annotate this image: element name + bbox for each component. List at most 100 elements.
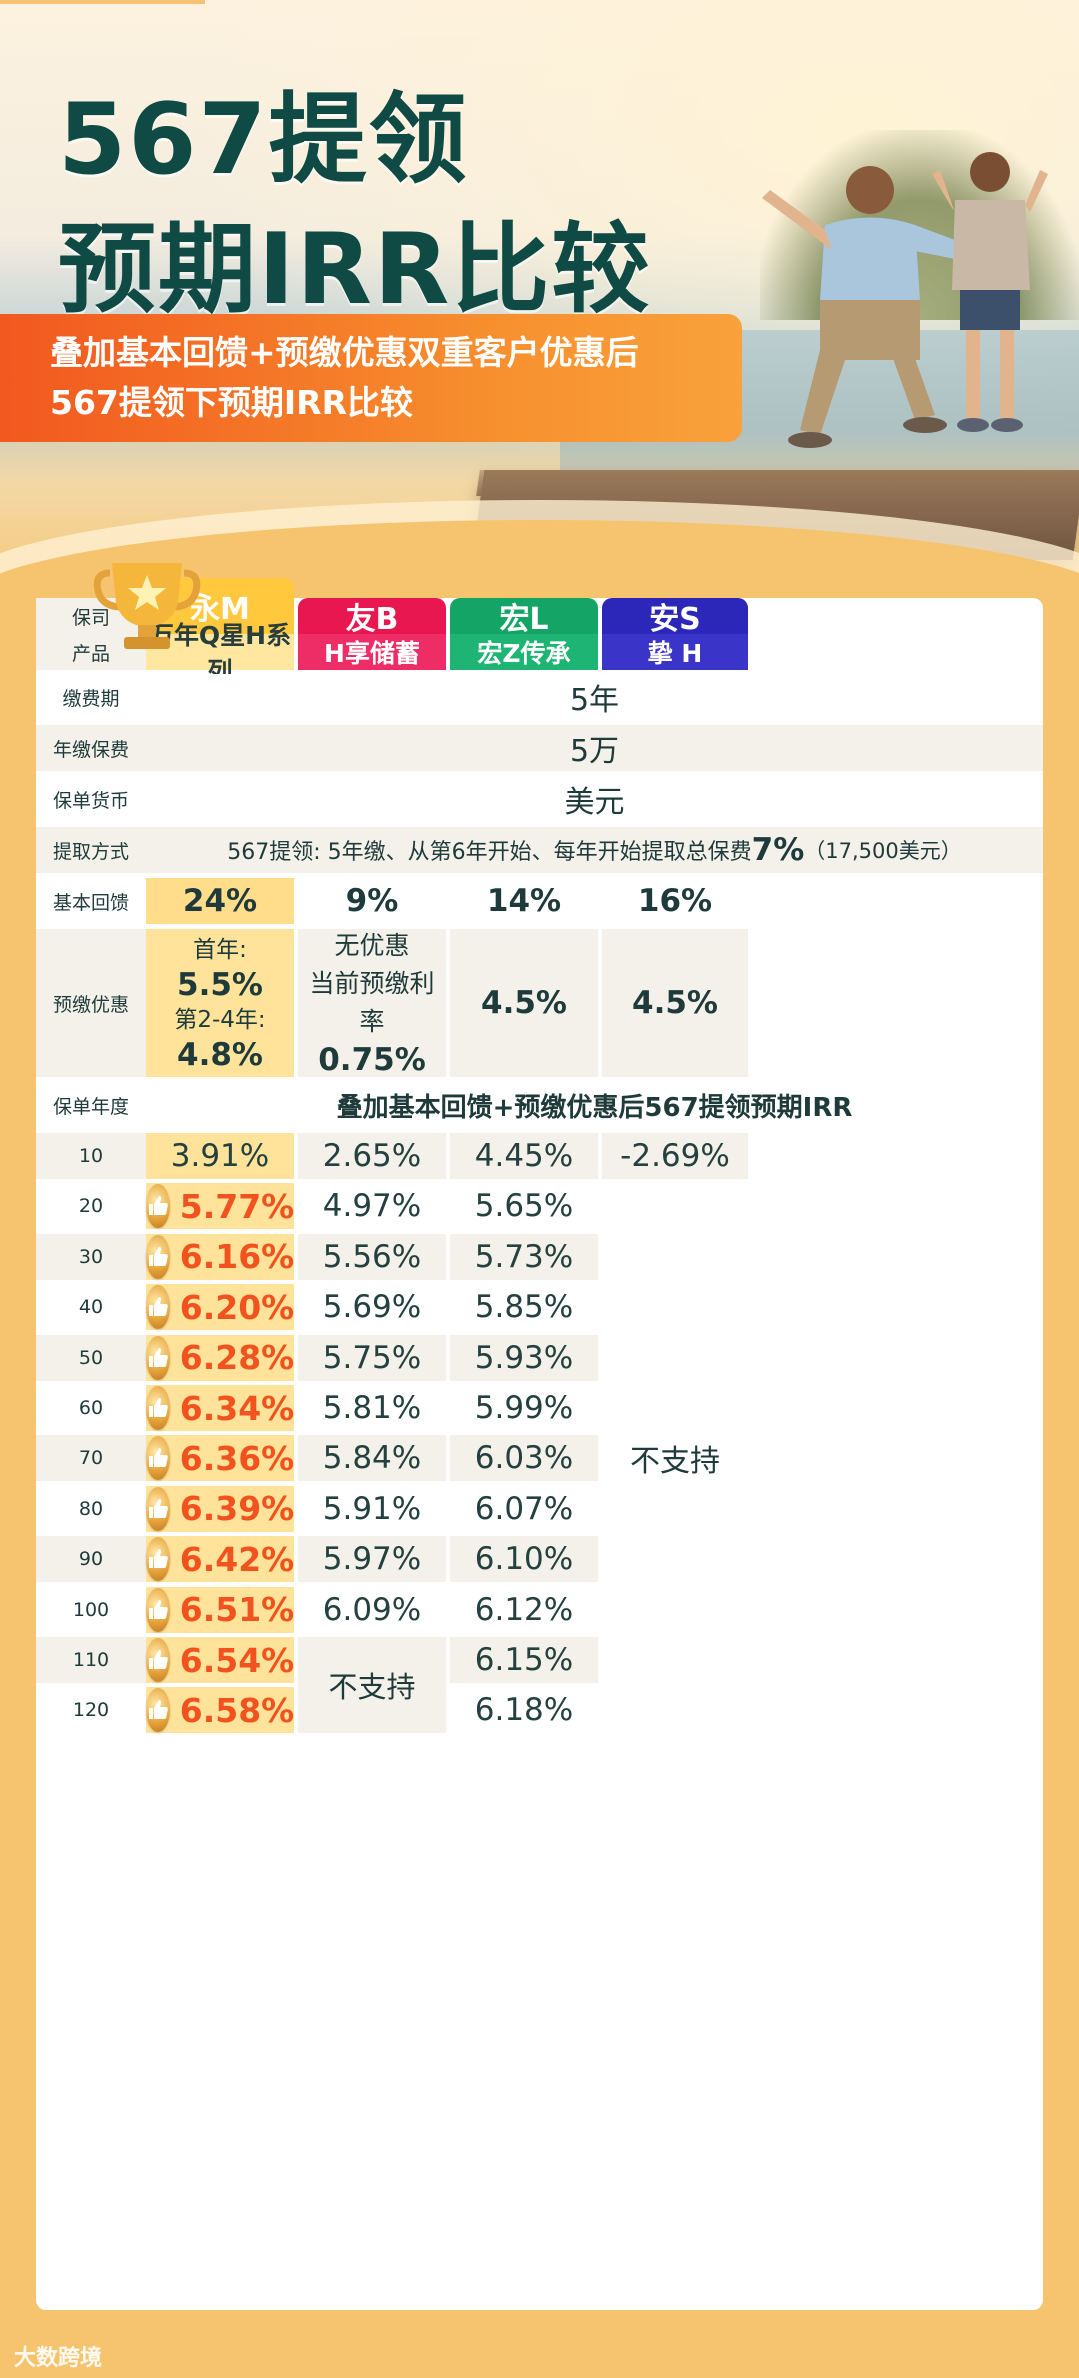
irr-yong-value: 6.42%	[179, 1539, 295, 1579]
label-currency: 保单货币	[36, 776, 146, 822]
label-policy-year: 保单年度	[36, 1082, 146, 1128]
currency-value: 美元	[146, 776, 1043, 822]
page-title-line2: 预期IRR比较	[58, 213, 652, 327]
prepay-yong-first-label: 首年:	[193, 937, 247, 963]
label-prepay-discount: 预缴优惠	[36, 929, 146, 1077]
policy-year-70: 70	[36, 1435, 146, 1482]
irr-hong-60: 5.99%	[450, 1385, 598, 1431]
irr-hong-40: 5.85%	[450, 1284, 598, 1331]
policy-year-10: 10	[36, 1133, 146, 1179]
withdraw-amount: （17,500美元）	[804, 839, 962, 863]
prepay-you: 无优惠当前预缴利率 0.75%	[298, 929, 446, 1078]
irr-you-60: 5.81%	[298, 1385, 446, 1431]
irr-hong-70: 6.03%	[450, 1435, 598, 1482]
irr-you-80: 5.91%	[298, 1485, 446, 1532]
product-header-you: H享储蓄	[298, 634, 446, 670]
prepay-yong-later-value: 4.8%	[177, 1037, 263, 1073]
thumbs-up-icon	[145, 1234, 170, 1279]
withdraw-method-value: 567提领: 5年缴、从第6年开始、每年开始提取总保费 7% （17,500美元）	[146, 827, 1043, 873]
label-pay-period: 缴费期	[36, 674, 146, 720]
irr-you-90: 5.97%	[298, 1536, 446, 1583]
irr-yong-value: 6.20%	[179, 1287, 295, 1327]
subtitle-line1: 叠加基本回馈+预缴优惠双重客户优惠后	[50, 333, 639, 372]
hero-banner: 567提领 预期IRR比较 叠加基本回馈+预缴优惠双重客户优惠后 567提领下预…	[0, 0, 1079, 620]
prepay-yong-later-label: 第2-4年:	[174, 1007, 266, 1033]
thumbs-up-icon	[145, 1587, 170, 1632]
subtitle-line2: 567提领下预期IRR比较	[50, 383, 413, 422]
thumbs-up-icon	[145, 1537, 170, 1582]
irr-yong-40: 6.20%	[145, 1284, 295, 1331]
irr-you-100: 6.09%	[298, 1586, 446, 1633]
prepay-you-line1: 无优惠	[334, 931, 410, 960]
subtitle-banner: 叠加基本回馈+预缴优惠双重客户优惠后 567提领下预期IRR比较	[0, 314, 742, 442]
irr-hong-80: 6.07%	[450, 1485, 598, 1532]
product-header-hong: 宏Z传承	[450, 634, 598, 670]
prepay-hong: 4.5%	[450, 929, 598, 1077]
irr-yong-value: 5.77%	[179, 1186, 295, 1226]
policy-year-100: 100	[36, 1586, 146, 1633]
basic-bonus-an: 16%	[602, 878, 748, 924]
irr-hong-30: 5.73%	[450, 1233, 598, 1280]
irr-you-50: 5.75%	[298, 1334, 446, 1381]
thumbs-up-icon	[145, 1638, 170, 1682]
page-title-line1: 567提领	[58, 83, 469, 197]
irr-yong-value: 6.34%	[179, 1388, 295, 1428]
irr-yong-value: 6.39%	[179, 1489, 295, 1529]
policy-year-110: 110	[36, 1637, 146, 1683]
irr-comparison-table: 保司产品缴费期年缴保费保单货币提取方式基本回馈预缴优惠保单年度永M万年Q星H系列…	[36, 578, 1043, 2310]
prepay-yong: 首年: 5.5% 第2-4年: 4.8%	[146, 929, 294, 1077]
label-annual-premium: 年缴保费	[36, 725, 146, 771]
irr-hong-100: 6.12%	[450, 1586, 598, 1633]
thumbs-up-icon	[145, 1436, 170, 1481]
irr-you-20: 4.97%	[298, 1183, 446, 1230]
policy-year-90: 90	[36, 1536, 146, 1583]
irr-yong-60: 6.34%	[145, 1385, 295, 1431]
irr-hong-90: 6.10%	[450, 1536, 598, 1583]
irr-yong-50: 6.28%	[145, 1334, 295, 1381]
irr-yong-value: 6.54%	[179, 1640, 295, 1680]
thumbs-up-icon	[145, 1386, 170, 1430]
prepay-yong-first-value: 5.5%	[177, 967, 263, 1003]
irr-yong-30: 6.16%	[145, 1233, 295, 1280]
thumbs-up-icon	[145, 1486, 170, 1531]
basic-bonus-you: 9%	[298, 878, 446, 924]
irr-yong-70: 6.36%	[145, 1435, 295, 1482]
father-son-photo	[762, 152, 1048, 448]
withdraw-percent: 7%	[751, 832, 805, 868]
irr-yong-100: 6.51%	[145, 1586, 295, 1633]
irr-an-10: -2.69%	[602, 1133, 748, 1179]
withdraw-method-text: 567提领: 5年缴、从第6年开始、每年开始提取总保费	[227, 840, 752, 865]
company-header-an: 安S	[602, 598, 748, 637]
policy-year-20: 20	[36, 1183, 146, 1230]
irr-yong-value: 6.51%	[179, 1590, 295, 1630]
irr-yong-90: 6.42%	[145, 1536, 295, 1583]
irr-yong-20: 5.77%	[145, 1183, 295, 1230]
label-basic-bonus: 基本回馈	[36, 878, 146, 924]
thumbs-up-icon	[145, 1285, 170, 1330]
thumbs-up-icon	[145, 1688, 170, 1733]
irr-hong-120: 6.18%	[450, 1687, 598, 1734]
pay-period-value: 5年	[146, 674, 1043, 720]
prepay-you-value: 0.75%	[318, 1042, 426, 1078]
annual-premium-value: 5万	[146, 725, 1043, 771]
irr-hong-50: 5.93%	[450, 1334, 598, 1381]
irr-yong-value: 6.16%	[179, 1237, 295, 1277]
irr-yong-80: 6.39%	[145, 1485, 295, 1532]
irr-yong-value: 6.28%	[179, 1338, 295, 1378]
irr-yong-10: 3.91%	[146, 1133, 294, 1179]
product-header-an: 挚 H	[602, 634, 748, 670]
basic-bonus-yong: 24%	[146, 878, 294, 924]
watermark-logo: 大数跨境	[14, 2340, 102, 2372]
prepay-you-line2: 当前预缴利率	[309, 969, 435, 1036]
basic-bonus-hong: 14%	[450, 878, 598, 924]
irr-yong-value: 6.36%	[179, 1438, 295, 1478]
policy-year-60: 60	[36, 1385, 146, 1431]
irr-you-30: 5.56%	[298, 1233, 446, 1280]
irr-yong-value: 6.58%	[179, 1690, 295, 1730]
irr-you-70: 5.84%	[298, 1435, 446, 1482]
company-header-hong: 宏L	[450, 598, 598, 637]
policy-year-120: 120	[36, 1687, 146, 1734]
policy-year-40: 40	[36, 1284, 146, 1331]
label-withdraw-method: 提取方式	[36, 827, 146, 873]
prepay-an: 4.5%	[602, 929, 748, 1077]
